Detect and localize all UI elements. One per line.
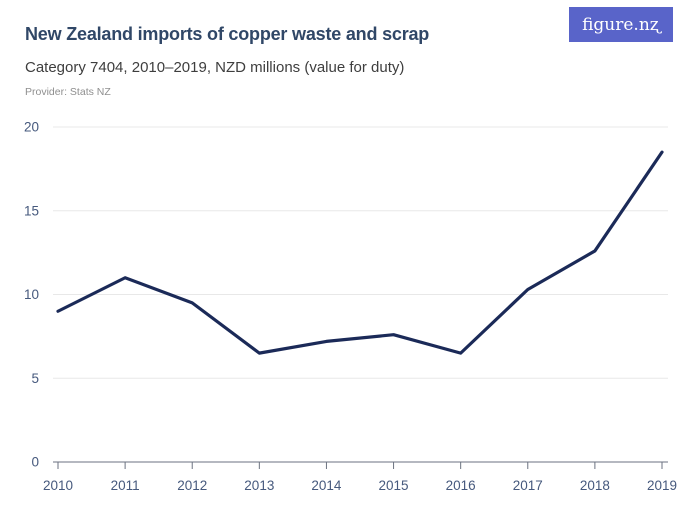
x-axis-tick-label: 2017 — [513, 478, 543, 493]
provider-label: Provider: Stats NZ — [25, 86, 111, 98]
y-axis-tick-label: 5 — [31, 371, 39, 386]
chart-subtitle: Category 7404, 2010–2019, NZD millions (… — [25, 59, 405, 76]
x-axis-tick-label: 2012 — [177, 478, 207, 493]
x-axis-tick-label: 2011 — [111, 478, 140, 493]
y-axis-tick-label: 0 — [31, 455, 39, 470]
data-line-series — [56, 150, 664, 355]
y-axis-tick-label: 15 — [24, 203, 39, 218]
x-axis-tick-label: 2015 — [379, 478, 409, 493]
x-axis-tick-label: 2013 — [244, 478, 274, 493]
x-axis-tick-label: 2019 — [647, 478, 677, 493]
x-axis-tick-label: 2016 — [446, 478, 476, 493]
x-axis-tick-label: 2014 — [311, 478, 342, 493]
y-axis-tick-label: 20 — [24, 120, 39, 135]
x-axis-tick-label: 2018 — [580, 478, 610, 493]
y-axis-tick-label: 10 — [24, 287, 39, 302]
page-title: New Zealand imports of copper waste and … — [25, 24, 430, 44]
x-axis-tick-label: 2010 — [43, 478, 73, 493]
figure-nz-logo[interactable]: figure.nʐ — [569, 7, 673, 42]
